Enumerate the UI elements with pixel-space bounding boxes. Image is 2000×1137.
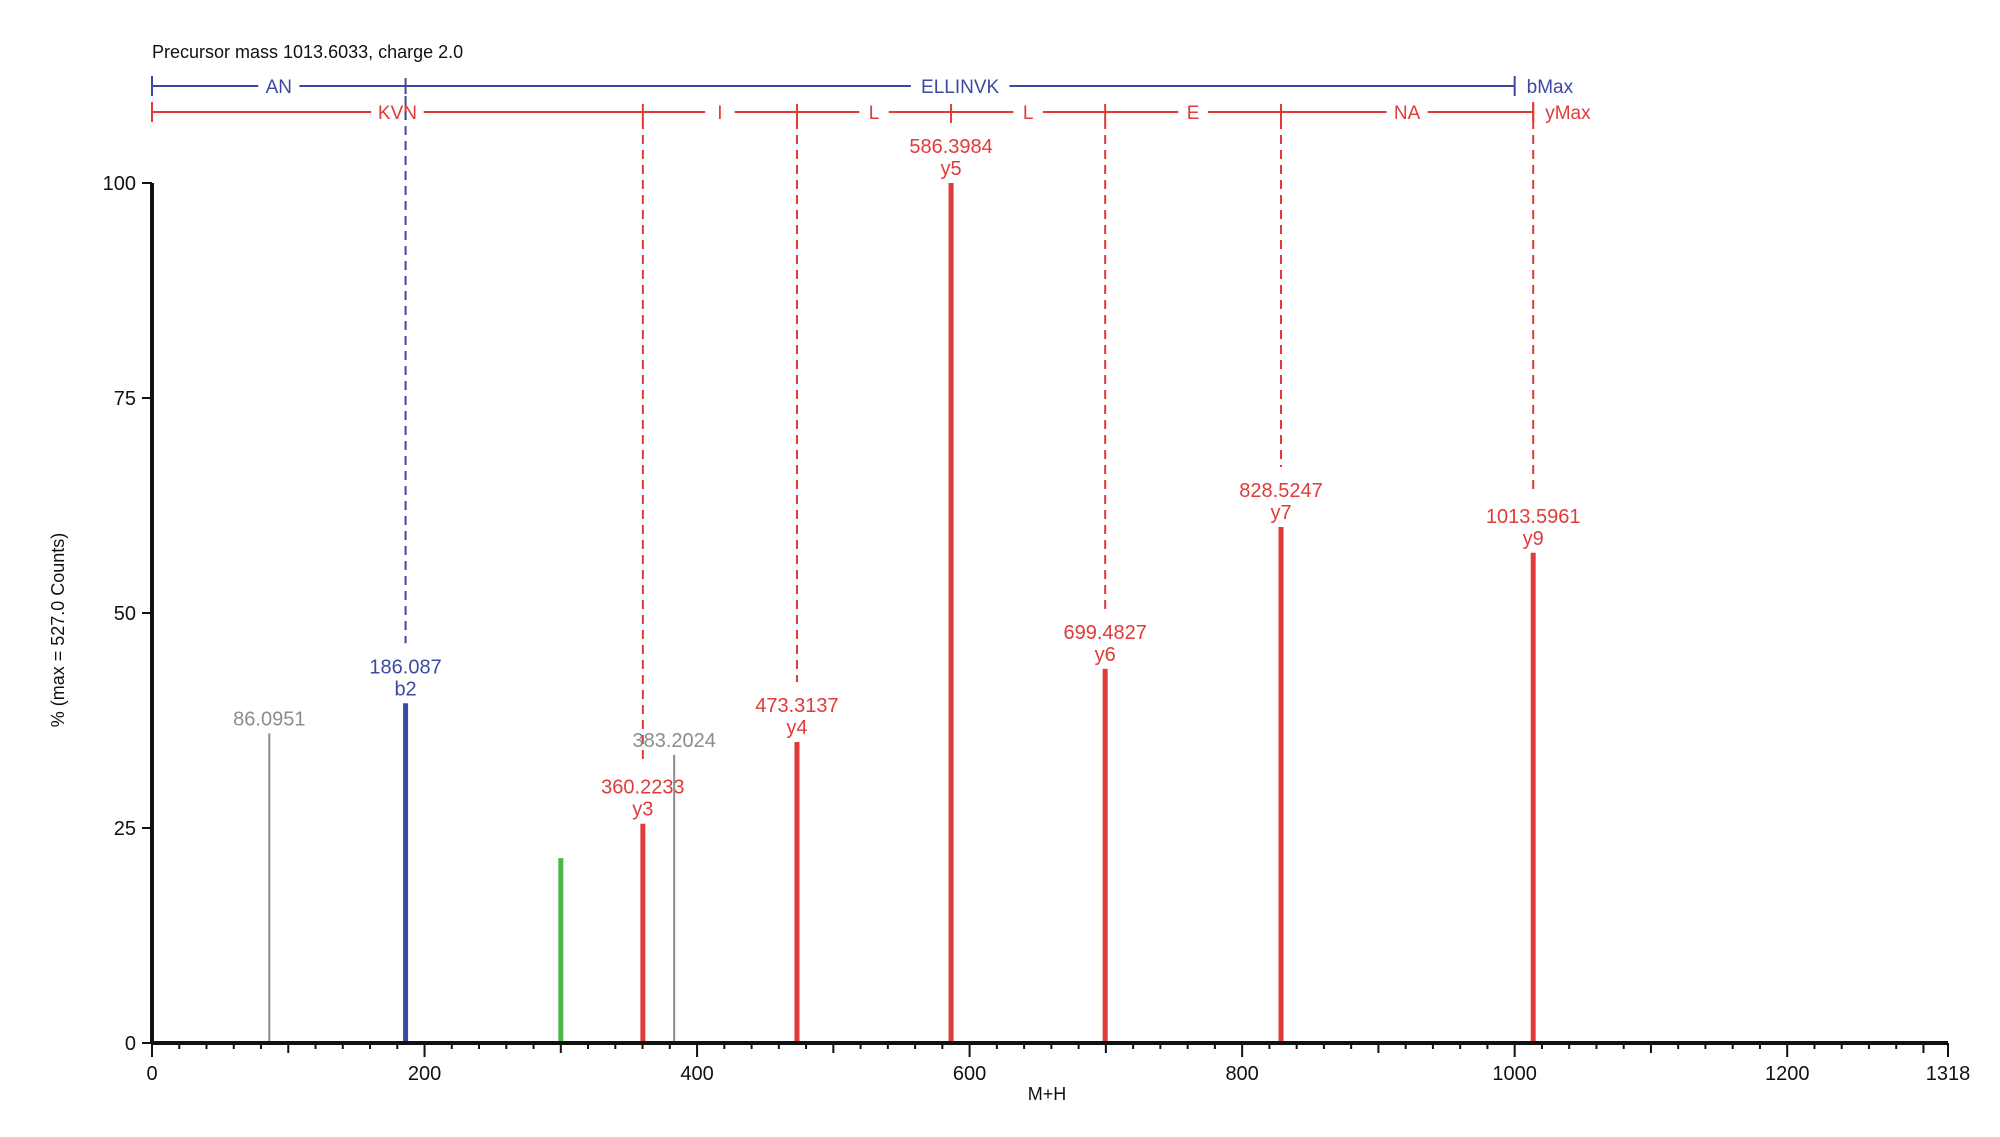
ladder-residue-label: L	[869, 103, 880, 124]
peak-ion-label: b2	[394, 678, 416, 700]
peak-ion-label: y4	[786, 717, 807, 739]
peak-mz-label: 699.4827	[1063, 622, 1146, 644]
x-tick-label: 400	[680, 1063, 713, 1085]
x-tick-label: 200	[408, 1063, 441, 1085]
peak-mz-label: 186.087	[369, 656, 441, 678]
chart-title: Precursor mass 1013.6033, charge 2.0	[152, 42, 463, 62]
peak-mz-label: 383.2024	[632, 730, 715, 752]
y-tick-label: 50	[114, 603, 136, 625]
ladder-residue-label: I	[717, 103, 722, 124]
x-tick-label: 1200	[1765, 1063, 1810, 1085]
y-tick-label: 100	[103, 173, 136, 195]
y-tick-label: 25	[114, 818, 136, 840]
x-tick-label: 1318	[1926, 1063, 1971, 1085]
sequence-ladders: AN ELLINVK bMax KVN I L L E NA yMax	[151, 76, 1591, 124]
peak-mz-label: 86.0951	[233, 708, 305, 730]
x-tick-label: 1000	[1492, 1063, 1537, 1085]
peak-ion-label: y3	[632, 799, 653, 821]
ladder-residue-label: ELLINVK	[921, 77, 999, 98]
ladder-end-label: yMax	[1545, 103, 1591, 124]
ladder-residue-label: NA	[1394, 103, 1421, 124]
peak-mz-label: 1013.5961	[1486, 506, 1581, 528]
peak-mz-label: 360.2233	[601, 777, 684, 799]
x-tick-label: 800	[1225, 1063, 1258, 1085]
peak-mz-label: 828.5247	[1239, 480, 1322, 502]
peak-ion-label: y6	[1095, 644, 1116, 666]
ladder-y: KVN I L L E NA yMax	[151, 102, 1591, 124]
y-axis-label: % (max = 527.0 Counts)	[48, 533, 68, 728]
x-tick-label: 600	[953, 1063, 986, 1085]
ladder-residue-label: AN	[266, 77, 292, 98]
y-tick-label: 0	[125, 1033, 136, 1055]
x-tick-label: 0	[146, 1063, 157, 1085]
ladder-residue-label: E	[1187, 103, 1200, 124]
ladder-residue-label: L	[1023, 103, 1034, 124]
ladder-residue-label: KVN	[378, 103, 417, 124]
x-axis-label: M+H	[1028, 1084, 1067, 1104]
ladder-end-label: bMax	[1527, 77, 1574, 98]
fragment-guide-lines	[404, 96, 1535, 764]
peak-ion-label: y5	[941, 158, 962, 180]
axes: 0 200 400 600 800 1000 1200 1318 0 25 50 75 100	[103, 173, 1971, 1085]
ladder-b: AN ELLINVK bMax	[151, 76, 1574, 98]
y-tick-label: 75	[114, 388, 136, 410]
peak: 86.0951	[233, 708, 305, 1043]
peak-mz-label: 586.3984	[909, 136, 992, 158]
peak-ion-label: y7	[1270, 502, 1291, 524]
peak: 383.2024	[632, 730, 716, 1043]
peak-mz-label: 473.3137	[755, 695, 838, 717]
peak-ion-label: y9	[1523, 528, 1544, 550]
